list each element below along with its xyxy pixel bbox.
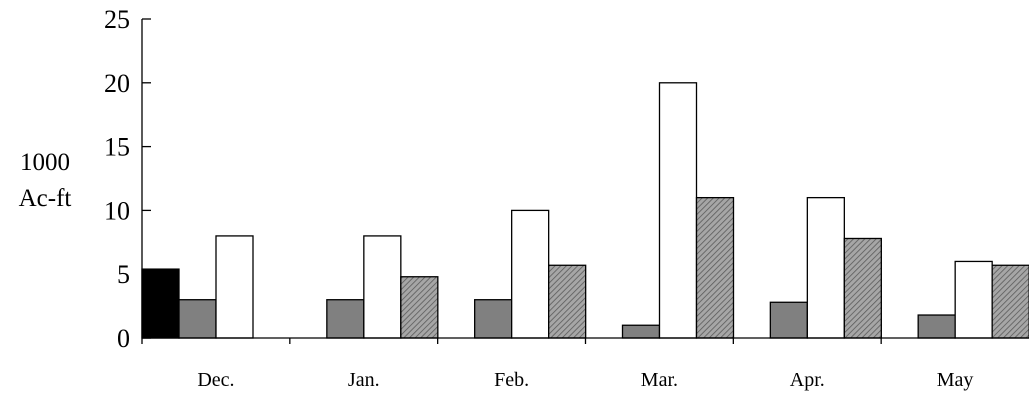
bar-mar-series-4: [695, 196, 735, 339]
bar-jan-series-2: [326, 299, 365, 339]
y-tick-label: 0: [117, 324, 130, 353]
x-tick-label: May: [937, 369, 974, 391]
x-tick-label: Mar.: [641, 369, 678, 391]
y-tick-label: 10: [104, 196, 130, 225]
bar-apr-series-3: [806, 196, 845, 339]
bar-apr-series-4: [843, 237, 882, 339]
bar-may-series-3: [954, 260, 993, 339]
y-axis-label: 1000 Ac-ft: [6, 145, 84, 217]
bar-may-series-2: [917, 314, 956, 339]
y-axis-label-line1: 1000: [20, 149, 70, 176]
y-tick-label: 5: [117, 260, 130, 289]
axes-group: 0 5 10 15 20 25 Dec. Jan. Feb. Mar. Apr. May: [104, 5, 1029, 391]
y-axis-label-line2: Ac-ft: [18, 185, 72, 212]
bar-mar-series-3: [658, 82, 698, 339]
bar-dec-series-3: [215, 235, 254, 339]
bar-feb-series-3: [511, 209, 550, 339]
bar-feb-series-4: [548, 264, 587, 339]
x-tick-label: Jan.: [348, 369, 380, 391]
bars-group: [141, 82, 1029, 339]
y-tick-label: 15: [104, 133, 130, 162]
bar-mar-series-2: [621, 324, 661, 339]
x-tick-label: Dec.: [197, 369, 234, 391]
y-tick-label: 20: [104, 69, 130, 98]
bar-apr-series-2: [769, 301, 808, 339]
bar-dec-series-2: [178, 299, 217, 339]
bar-may-series-4: [991, 264, 1029, 339]
bar-feb-series-2: [474, 299, 513, 339]
x-tick-label: Feb.: [494, 369, 529, 391]
y-tick-label: 25: [104, 5, 130, 34]
bar-jan-series-3: [363, 235, 402, 339]
bar-jan-series-4: [400, 276, 439, 339]
x-tick-label: Apr.: [790, 369, 825, 391]
bar-dec-series-1: [141, 268, 180, 339]
